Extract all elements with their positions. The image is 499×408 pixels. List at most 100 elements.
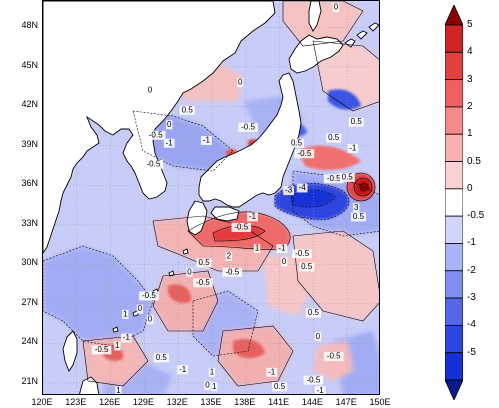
longitude-tick-label: 141E xyxy=(268,397,290,407)
colorbar-level-label: -3 xyxy=(467,292,476,304)
japan-kyushu xyxy=(186,200,208,236)
contour-label: 0 xyxy=(282,257,287,266)
colorbar-bin xyxy=(445,270,463,299)
contour-label-halo xyxy=(323,174,344,184)
contour-label-halo xyxy=(186,267,193,277)
sakhalin-kurils xyxy=(308,1,322,32)
contour-label-halo xyxy=(238,122,258,132)
mainland-asia xyxy=(43,1,276,254)
contour-label-halo xyxy=(283,186,295,196)
longitude-tick-label: 138E xyxy=(234,397,256,407)
contour-label-halo xyxy=(247,212,258,222)
colorbar-bin xyxy=(445,51,463,81)
contour-label: 0 xyxy=(167,120,172,129)
contour-label: -1 xyxy=(268,367,276,376)
contour-label-halo xyxy=(339,172,355,182)
contour-label-halo xyxy=(193,278,213,288)
contour-label: 0.5 xyxy=(328,133,340,142)
latitude-tick-label: 30N xyxy=(21,257,38,268)
contour-label-halo xyxy=(266,367,278,377)
latitude-tick-label: 39N xyxy=(21,138,38,149)
colorbar-level-label: -1 xyxy=(467,237,476,249)
contour-label-halo xyxy=(115,386,122,394)
colorbar-level-label: -2 xyxy=(467,264,476,276)
contour-label-halo xyxy=(91,345,112,355)
japan-honshu xyxy=(198,72,302,208)
contour-label-halo xyxy=(353,203,360,213)
contour-label: -1 xyxy=(349,144,357,153)
contour-label: 0.5 xyxy=(301,262,313,271)
contour-label: 0 xyxy=(205,381,210,390)
contour-label-halo xyxy=(114,341,121,351)
land-masses xyxy=(43,1,379,394)
contour-label-halo xyxy=(236,78,244,88)
contour-label: 0.5 xyxy=(182,105,194,114)
colorbar-level-label: -5 xyxy=(467,346,476,358)
contour-label: -0.5 xyxy=(295,249,309,258)
contour-label-halo xyxy=(146,86,154,96)
longitude-tick-label: 144E xyxy=(301,397,323,407)
luzon xyxy=(79,376,100,394)
longitude-tick-label: 147E xyxy=(335,397,357,407)
contour-label: -3 xyxy=(285,186,293,195)
contour-label: 0 xyxy=(334,3,339,12)
longitude-tick-label: 150E xyxy=(369,397,391,407)
contour-label: -0.5 xyxy=(297,149,311,158)
contour-label-halo xyxy=(163,138,175,148)
contour-label-halo xyxy=(280,257,288,267)
colorbar-level-label: -0.5 xyxy=(467,210,485,222)
contour-label-halo xyxy=(314,332,322,342)
colorbar-bottom-arrow xyxy=(445,379,463,400)
contour-label: 0 xyxy=(187,267,192,276)
contour-label: -0.5 xyxy=(196,278,210,287)
colorbar-level-label: 1 xyxy=(467,128,473,140)
longitude-tick-label: 129E xyxy=(132,397,154,407)
longitude-tick-label: 132E xyxy=(166,397,188,407)
contour-label-halo xyxy=(272,382,288,392)
colorbar-level-label: 5 xyxy=(467,19,473,30)
contour-label: 0.5 xyxy=(342,173,354,182)
contour-label: 0.5 xyxy=(351,117,363,126)
contour-label-halo xyxy=(305,308,321,318)
longitude-tick-label: 135E xyxy=(200,397,222,407)
colorbar-bin xyxy=(445,352,463,381)
contour-label-halo xyxy=(231,222,252,232)
contour-label: -1 xyxy=(317,386,325,395)
latitude-tick-label: 27N xyxy=(21,296,38,307)
contour-label: -1 xyxy=(278,244,286,253)
colorbar-level-label: 0 xyxy=(467,182,473,194)
contour-label-halo xyxy=(253,244,261,254)
colorbar-bin xyxy=(445,188,463,217)
contour-label-halo xyxy=(314,386,326,394)
contour-label: -0.5 xyxy=(307,375,321,384)
contour-label: 0 xyxy=(316,332,321,341)
contour-label: 2 xyxy=(227,252,232,261)
contour-label: -0.5 xyxy=(241,123,255,132)
contour-label: -0.5 xyxy=(149,130,163,139)
colorbar-bin xyxy=(445,106,463,135)
colorbar-level-label: 4 xyxy=(467,46,473,58)
contour-label: -0.5 xyxy=(234,223,248,232)
contour-label: 0 xyxy=(148,315,153,324)
colorbar-bin xyxy=(445,215,463,244)
contour-label-halo xyxy=(165,120,173,130)
latitude-tick-label: 36N xyxy=(21,178,38,189)
contour-label: -0.5 xyxy=(95,345,109,354)
contour-label: 0.5 xyxy=(308,308,320,317)
contour-label-halo xyxy=(139,291,159,301)
contour-label-halo xyxy=(146,315,154,325)
contour-label-halo xyxy=(292,249,312,259)
contour-label-halo xyxy=(136,304,144,314)
contour-label-halo xyxy=(153,353,169,363)
contour-label: 0.5 xyxy=(291,138,303,147)
contour-label: -0.5 xyxy=(327,174,341,183)
contour-label: -1 xyxy=(203,136,211,145)
contour-label: 1 xyxy=(123,309,128,318)
contour-label-halo xyxy=(222,267,243,277)
contour-label-halo xyxy=(294,149,315,159)
latitude-tick-label: 21N xyxy=(21,375,38,386)
contour-label-halo xyxy=(332,3,340,13)
latitude-tick-label: 24N xyxy=(21,336,38,347)
